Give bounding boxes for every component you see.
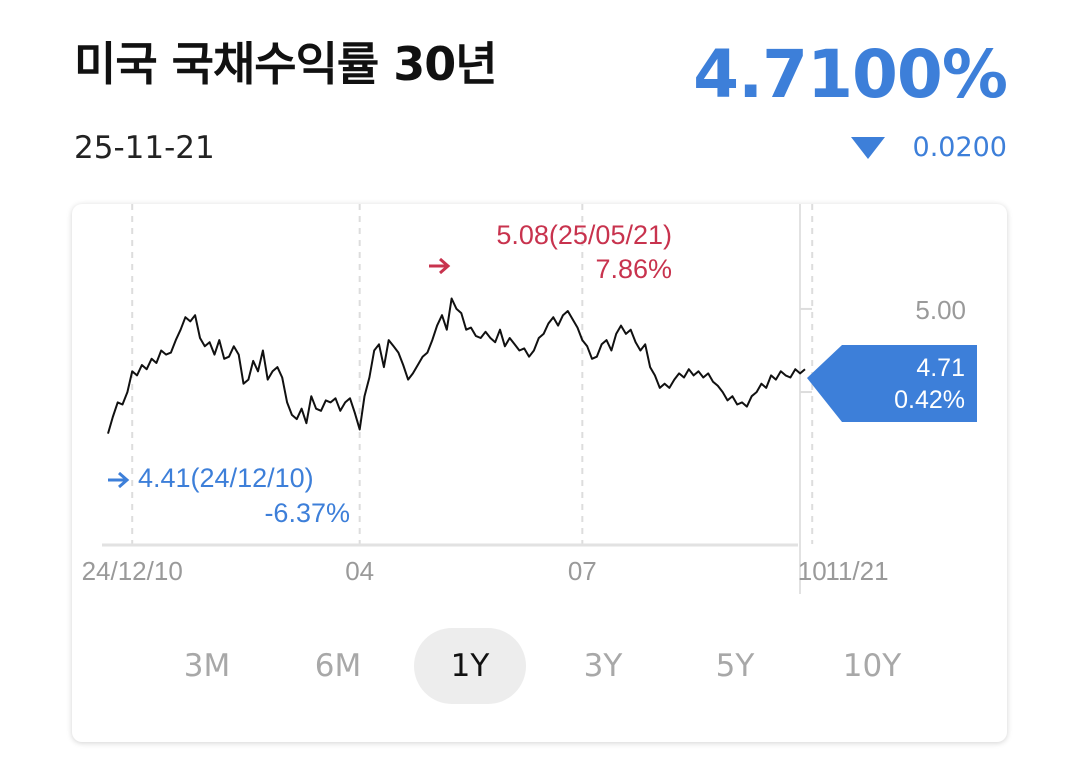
page-title: 미국 국채수익률 30년 xyxy=(74,37,498,91)
period-selector: 3M 6M 1Y 3Y 5Y 10Y xyxy=(72,628,1007,704)
x-tick-label: 10 xyxy=(798,556,827,586)
low-arrow-icon xyxy=(108,471,130,489)
low-label: 4.41(24/12/10) xyxy=(138,463,314,493)
period-tab-5y[interactable]: 5Y xyxy=(715,648,755,684)
x-tick-label: 24/12/10 xyxy=(82,556,183,586)
price-change: 0.0200 xyxy=(850,132,1007,163)
x-tick-label: 07 xyxy=(568,556,597,586)
x-tick-label: 11/21 xyxy=(825,556,888,586)
current-value-label: 4.71 xyxy=(916,354,965,382)
quote-date: 25-11-21 xyxy=(74,130,215,166)
current-price: 4.7100% xyxy=(693,36,1008,113)
period-tab-3y[interactable]: 3Y xyxy=(583,648,623,684)
high-label: 5.08(25/05/21) xyxy=(496,220,672,250)
high-arrow-icon xyxy=(429,257,451,275)
change-value: 0.0200 xyxy=(912,132,1007,163)
period-tab-6m[interactable]: 6M xyxy=(314,648,362,684)
x-tick-label: 04 xyxy=(345,556,374,586)
period-tab-1y[interactable]: 1Y xyxy=(414,628,526,704)
down-triangle-icon xyxy=(850,136,885,159)
current-change-label: 0.42% xyxy=(894,386,965,414)
period-tab-10y[interactable]: 10Y xyxy=(842,648,902,684)
high-pct: 7.86% xyxy=(595,254,672,284)
chart-card: 5.004.6024/12/1004071011/214.710.42%5.08… xyxy=(72,204,1007,742)
period-tab-3m[interactable]: 3M xyxy=(183,648,231,684)
low-pct: -6.37% xyxy=(264,498,350,528)
yield-chart[interactable]: 5.004.6024/12/1004071011/214.710.42%5.08… xyxy=(72,204,1007,624)
series-line xyxy=(107,297,806,434)
current-value-tag xyxy=(807,345,977,422)
y-tick-label: 5.00 xyxy=(915,295,966,325)
